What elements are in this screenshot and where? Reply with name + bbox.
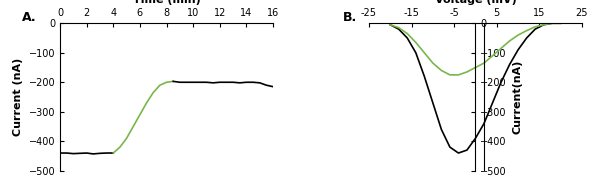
X-axis label: Time (min): Time (min) xyxy=(133,0,200,5)
Text: A.: A. xyxy=(22,11,36,24)
X-axis label: Voltage (mV): Voltage (mV) xyxy=(434,0,517,5)
Text: B.: B. xyxy=(343,11,358,24)
Y-axis label: Current(nA): Current(nA) xyxy=(512,60,523,134)
Y-axis label: Current (nA): Current (nA) xyxy=(13,58,23,136)
